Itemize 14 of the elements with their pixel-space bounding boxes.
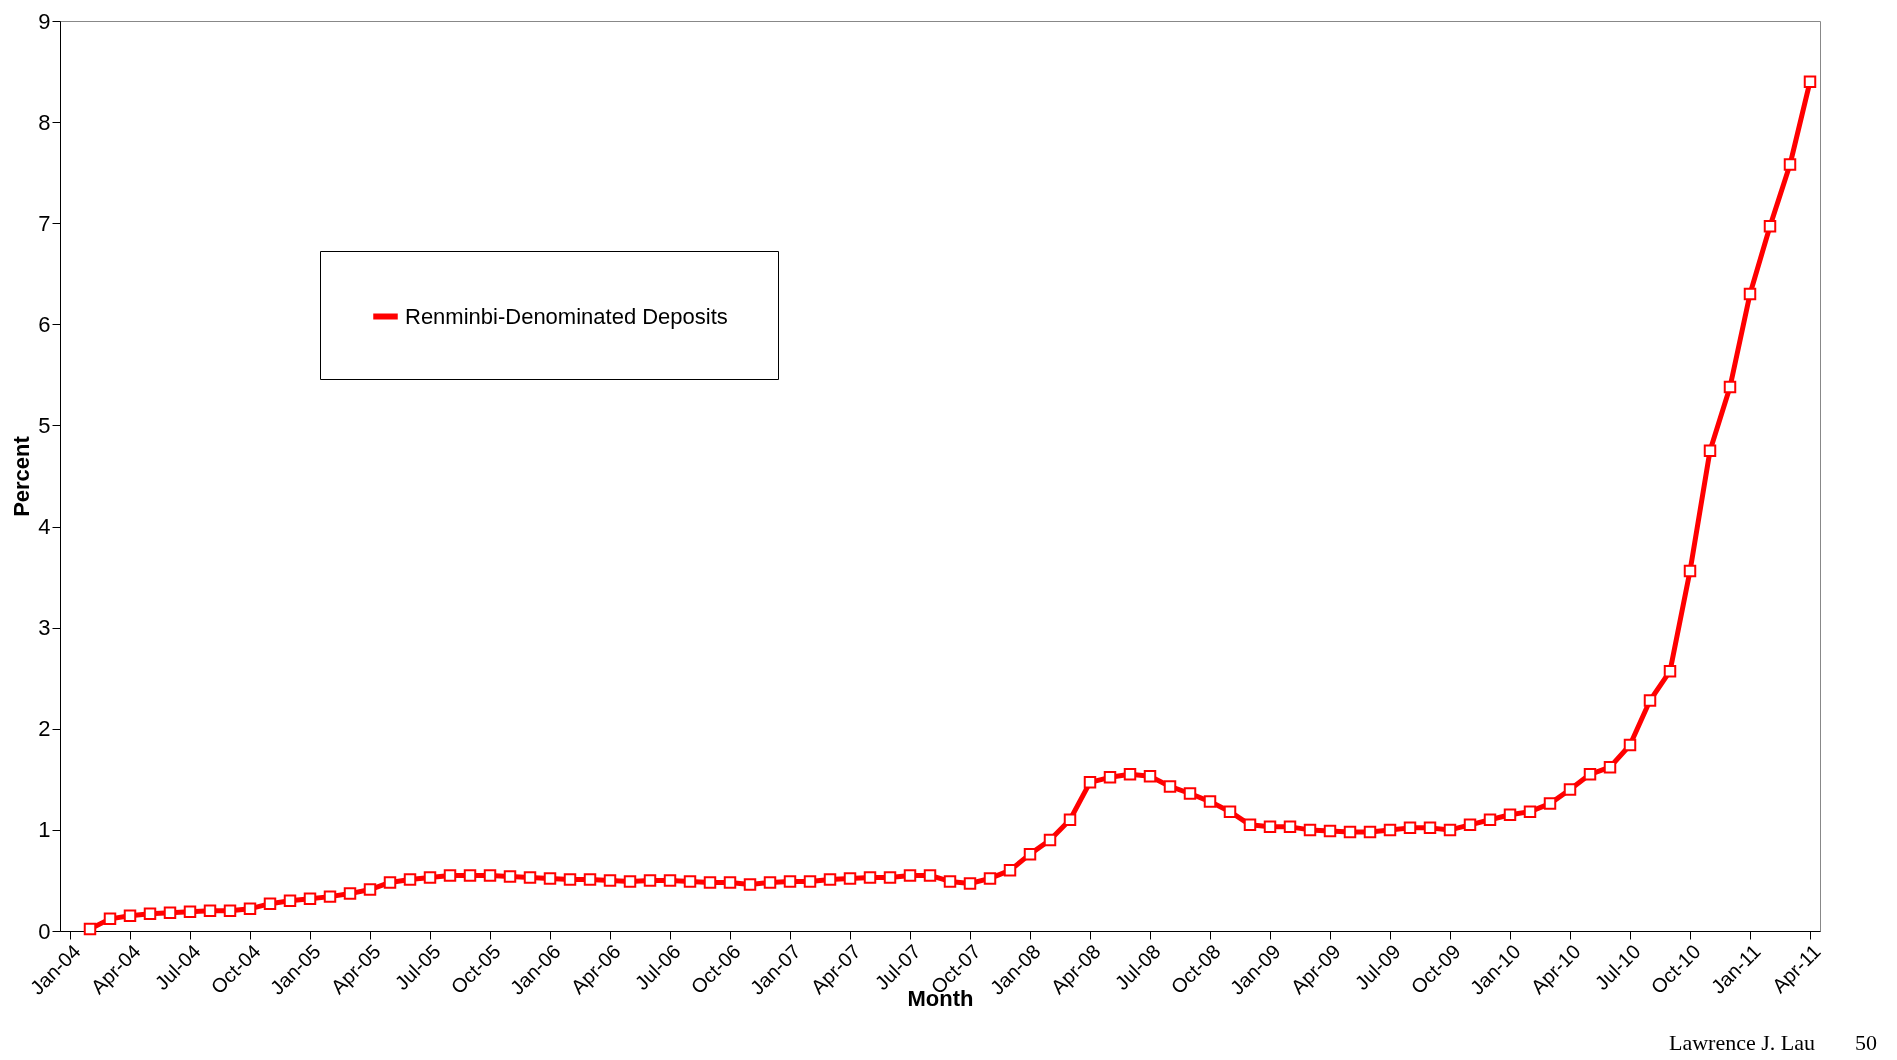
- y-tick-label: 8: [38, 109, 51, 135]
- y-tick-label: 4: [38, 514, 51, 540]
- text: Lawrence J. Lau: [1669, 1030, 1815, 1056]
- y-tick-label: 7: [38, 210, 51, 236]
- legend-label: Renminbi-Denominated Deposits: [405, 303, 728, 329]
- y-tick-label: 6: [38, 311, 51, 337]
- y-axis-title: Percent: [9, 435, 35, 517]
- y-tick-label: 2: [38, 716, 51, 742]
- y-tick-label: 9: [38, 8, 51, 34]
- y-tick-label: 3: [38, 615, 51, 641]
- y-tick-label: 5: [38, 412, 51, 438]
- y-tick-label: 1: [38, 817, 51, 843]
- y-tick-label: 0: [38, 918, 51, 944]
- text: 50: [1855, 1030, 1877, 1056]
